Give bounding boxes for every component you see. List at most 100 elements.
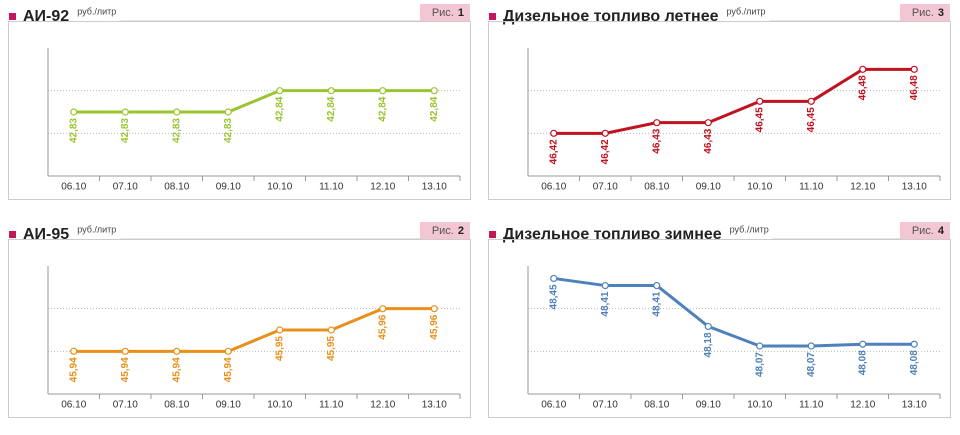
figure-badge [900,222,950,239]
x-tick-label: 07.10 [113,400,138,411]
x-tick-label: 13.10 [422,400,447,411]
x-tick-label: 10.10 [267,182,292,193]
panel-frame [488,21,951,200]
x-tick-label: 09.10 [216,182,241,193]
value-label: 42,83 [68,118,79,143]
chart-panel: Дизельное топливо летнее руб./литр Рис. 3 06… [488,4,951,200]
data-point [601,281,609,290]
unit-label: руб./литр [730,224,769,234]
value-label: 46,43 [703,128,714,153]
x-tick-label: 06.10 [541,182,566,193]
figure-number: 1 [458,7,464,19]
x-tick-label: 06.10 [61,182,86,193]
x-tick-label: 12.10 [370,400,395,411]
data-point [910,65,918,73]
x-tick-label: 09.10 [696,400,721,411]
figure-number: 3 [938,7,944,19]
value-label: 48,08 [909,350,920,375]
title-marker [9,231,16,238]
chart-title: Дизельное топливо зимнее [503,226,722,243]
data-point [550,274,558,283]
data-point [807,97,815,105]
x-tick-label: 06.10 [541,400,566,411]
x-tick-label: 13.10 [902,182,927,193]
value-label: 46,43 [651,128,662,153]
x-tick-label: 12.10 [850,400,875,411]
data-point [276,326,284,334]
chart-title: Дизельное топливо летнее [503,8,719,25]
x-tick-label: 11.10 [799,400,824,411]
data-point [430,305,438,313]
data-point [379,87,387,95]
x-tick-label: 12.10 [370,182,395,193]
x-tick-label: 13.10 [902,400,927,411]
data-point [859,340,867,348]
value-label: 48,07 [754,352,765,377]
x-tick-label: 07.10 [593,182,618,193]
x-tick-label: 09.10 [696,182,721,193]
data-point [173,347,181,355]
figure-word: Рис. [912,225,934,237]
x-tick-label: 08.10 [164,400,189,411]
value-label: 45,96 [377,314,388,339]
chart-panel: Дизельное топливо зимнее руб./литр Рис. 4 06… [488,222,951,418]
value-label: 45,95 [274,336,285,361]
data-point [550,129,558,137]
x-tick-label: 09.10 [216,400,241,411]
data-point [430,87,438,95]
data-point [173,108,181,116]
figure-word: Рис. [912,7,934,19]
data-point [276,87,284,95]
x-tick-label: 12.10 [850,182,875,193]
data-point [224,108,232,116]
data-point [756,342,764,350]
x-tick-label: 08.10 [644,400,669,411]
figure-word: Рис. [432,7,454,19]
series-line [553,276,915,348]
series-line [73,307,435,353]
unit-label: руб./литр [727,6,766,16]
data-point [807,342,815,350]
value-label: 48,18 [703,332,714,357]
x-tick-label: 11.10 [319,400,344,411]
x-tick-label: 08.10 [164,182,189,193]
data-point [224,347,232,355]
figure-badge [420,222,470,239]
series-line [73,89,435,114]
value-label: 45,95 [326,336,337,361]
x-tick-label: 11.10 [799,182,824,193]
series-line [553,67,915,135]
value-label: 42,84 [377,96,388,121]
value-label: 45,96 [429,314,440,339]
value-label: 48,45 [548,284,559,309]
data-point [704,119,712,127]
chart-panel: АИ-95 руб./литр Рис. 2 06.10 07.10 08.10 09.10 1… [8,222,471,418]
title-marker [489,231,496,238]
data-point [70,108,78,116]
x-tick-label: 08.10 [644,182,669,193]
value-label: 46,42 [600,139,611,164]
value-label: 46,48 [909,75,920,100]
value-label: 45,94 [120,357,131,382]
x-tick-label: 10.10 [747,400,772,411]
value-label: 45,94 [223,357,234,382]
unit-label: руб./литр [77,6,116,16]
unit-label: руб./литр [77,224,116,234]
title-marker [9,13,16,20]
figure-badge [420,4,470,21]
panel-frame [8,21,471,200]
data-point [704,322,712,331]
figure-number: 2 [458,225,464,237]
value-label: 48,08 [857,350,868,375]
data-point [859,65,867,73]
value-label: 42,83 [120,118,131,143]
panel-frame [488,239,951,418]
figure-label: Рис. 2 [432,225,464,237]
panel-frame [8,239,471,418]
value-label: 42,83 [223,118,234,143]
title-marker [489,13,496,20]
data-point [653,119,661,127]
value-label: 42,84 [274,96,285,121]
value-label: 46,48 [857,75,868,100]
data-point [653,281,661,290]
